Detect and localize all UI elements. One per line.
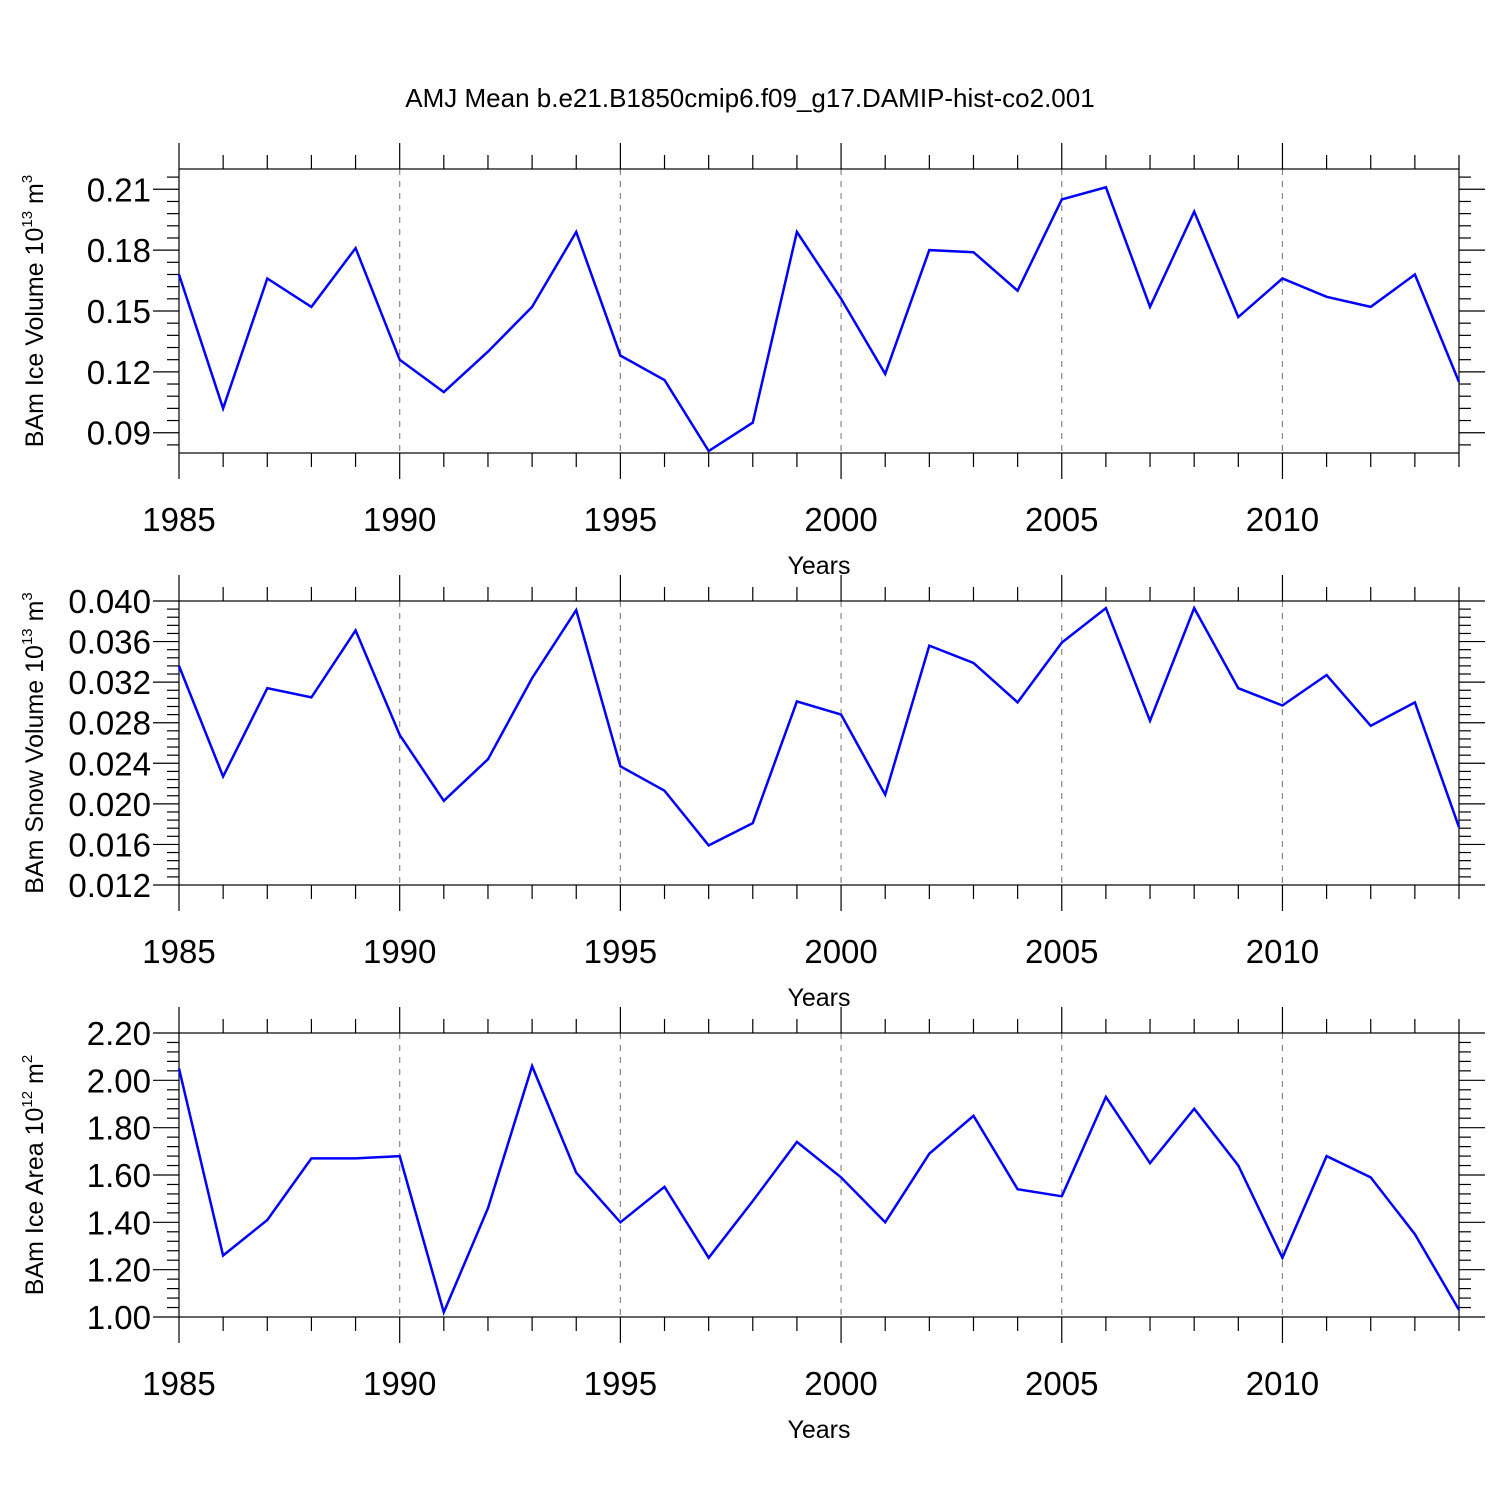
y-axis-label-unit: m <box>21 1063 49 1091</box>
y-tick-label-0.032: 0.032 <box>68 664 151 701</box>
figure-title: AMJ Mean b.e21.B1850cmip6.f09_g17.DAMIP-… <box>405 83 1094 113</box>
x-tick-label-2005: 2005 <box>1025 1365 1098 1402</box>
y-axis-label-text: BAm Ice Area 10 <box>21 1108 49 1296</box>
y-tick-label-1.00: 1.00 <box>87 1299 151 1336</box>
y-tick-label-0.040: 0.040 <box>68 583 151 620</box>
y-axis-label-unit: m <box>21 183 49 211</box>
y-axis-label-exponent: 13 <box>19 211 36 228</box>
y-axis-label-exponent: 12 <box>19 1091 36 1108</box>
x-tick-label-2010: 2010 <box>1246 501 1319 538</box>
y-tick-label-0.012: 0.012 <box>68 867 151 904</box>
plot-frame <box>178 1032 1460 1318</box>
y-axis-label-text: BAm Snow Volume 10 <box>21 645 49 894</box>
x-tick-label-1985: 1985 <box>142 1365 215 1402</box>
x-tick-label-2000: 2000 <box>804 933 877 970</box>
y-tick-label-0.15: 0.15 <box>87 293 151 330</box>
y-tick-label-1.20: 1.20 <box>87 1252 151 1289</box>
y-tick-label-2.00: 2.00 <box>87 1062 151 1099</box>
panel-ice-area: 1985 1990 1995 2000 2005 2010 Years 1.00 1.20 1.4… <box>19 1007 1485 1444</box>
y-axis-label: BAm Ice Volume 1013 m3 <box>19 175 49 447</box>
x-tick-label-1985: 1985 <box>142 501 215 538</box>
y-axis-label-exponent: 13 <box>19 628 36 645</box>
plot-frame <box>178 600 1460 886</box>
x-tick-label-1990: 1990 <box>363 501 436 538</box>
series-line-bam-ice-area <box>177 1062 1461 1317</box>
y-axis-label: BAm Snow Volume 1013 m3 <box>19 592 49 894</box>
y-tick-label-2.20: 2.20 <box>87 1015 151 1052</box>
y-tick-label-1.40: 1.40 <box>87 1204 151 1241</box>
x-tick-label-1985: 1985 <box>142 933 215 970</box>
x-tick-label-1995: 1995 <box>584 501 657 538</box>
y-tick-label-0.12: 0.12 <box>87 354 151 391</box>
series-line-bam-snow-volume <box>177 605 1461 847</box>
x-tick-label-2010: 2010 <box>1246 1365 1319 1402</box>
y-tick-label-0.016: 0.016 <box>68 826 151 863</box>
x-tick-label-2005: 2005 <box>1025 933 1098 970</box>
y-axis-label: BAm Ice Area 1012 m2 <box>19 1055 49 1295</box>
y-tick-label-0.18: 0.18 <box>87 232 151 269</box>
x-tick-label-2000: 2000 <box>804 1365 877 1402</box>
x-tick-label-2005: 2005 <box>1025 501 1098 538</box>
x-axis-label: Years <box>787 984 850 1012</box>
x-tick-label-1995: 1995 <box>584 933 657 970</box>
y-tick-label-0.21: 0.21 <box>87 171 151 208</box>
y-axis-label-unit-exponent: 3 <box>19 175 36 183</box>
y-tick-label-1.60: 1.60 <box>87 1157 151 1194</box>
y-tick-label-0.028: 0.028 <box>68 705 151 742</box>
plot-frame <box>178 168 1460 454</box>
y-axis-label-unit-exponent: 3 <box>19 592 36 600</box>
y-axis-label-unit: m <box>21 601 49 629</box>
y-tick-label-0.036: 0.036 <box>68 624 151 661</box>
y-tick-label-1.80: 1.80 <box>87 1110 151 1147</box>
y-axis-label-text: BAm Ice Volume 10 <box>21 228 49 448</box>
x-tick-label-1995: 1995 <box>584 1365 657 1402</box>
x-axis-label: Years <box>787 552 850 580</box>
y-tick-label-0.024: 0.024 <box>68 745 151 782</box>
series-line-bam-ice-volume <box>177 185 1461 453</box>
panel-ice-volume: 1985 1990 1995 2000 2005 2010 Years 0.09 0.12 0.1… <box>19 143 1485 580</box>
x-tick-label-1990: 1990 <box>363 1365 436 1402</box>
x-tick-label-2000: 2000 <box>804 501 877 538</box>
y-axis-label-unit-exponent: 2 <box>19 1055 36 1063</box>
panel-snow-volume: 1985 1990 1995 2000 2005 2010Years0.0120.0160… <box>19 575 1485 1012</box>
x-tick-label-1990: 1990 <box>363 933 436 970</box>
y-tick-label-0.020: 0.020 <box>68 786 151 823</box>
y-tick-label-0.09: 0.09 <box>87 415 151 452</box>
x-axis-label: Years <box>787 1416 850 1444</box>
x-tick-label-2010: 2010 <box>1246 933 1319 970</box>
